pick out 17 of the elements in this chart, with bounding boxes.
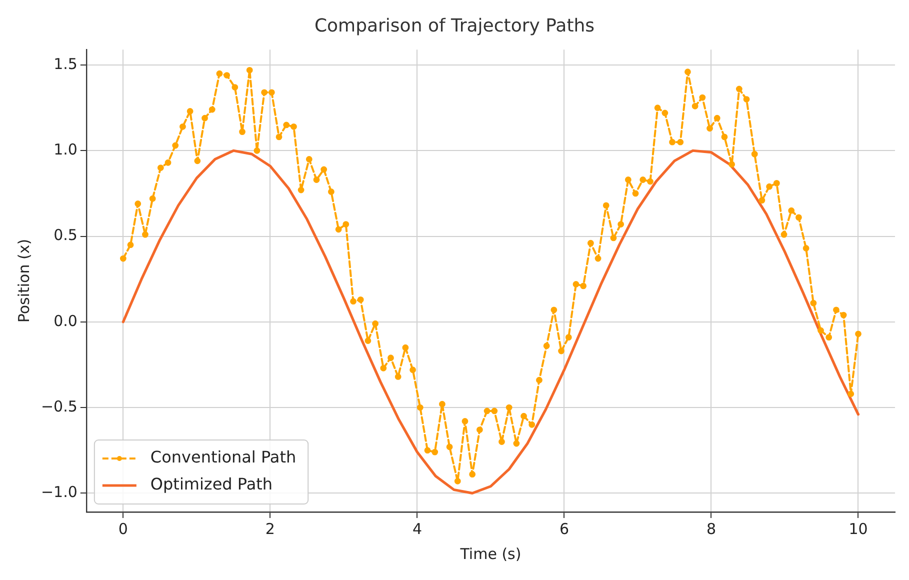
x-axis-title: Time (s) xyxy=(459,544,522,563)
x-tick-label: 0 xyxy=(118,520,128,538)
y-tick-label: 0.5 xyxy=(54,226,78,244)
x-tick-label: 6 xyxy=(559,520,569,538)
y-tick-label: −1.0 xyxy=(40,483,78,502)
y-tick-label: 1.5 xyxy=(54,54,78,73)
y-axis-title: Position (x) xyxy=(14,238,33,323)
legend-label: Conventional Path xyxy=(150,448,296,467)
y-tick-label: 0.0 xyxy=(54,312,78,330)
legend-label: Optimized Path xyxy=(150,474,273,494)
y-tick-label: −0.5 xyxy=(40,397,78,416)
x-tick-label: 10 xyxy=(848,520,868,538)
y-tick-label: 1.0 xyxy=(54,140,78,159)
chart-title: Comparison of Trajectory Paths xyxy=(314,15,595,36)
x-tick-label: 4 xyxy=(412,520,422,538)
x-tick-label: 8 xyxy=(706,520,716,538)
x-tick-label: 2 xyxy=(265,520,275,538)
